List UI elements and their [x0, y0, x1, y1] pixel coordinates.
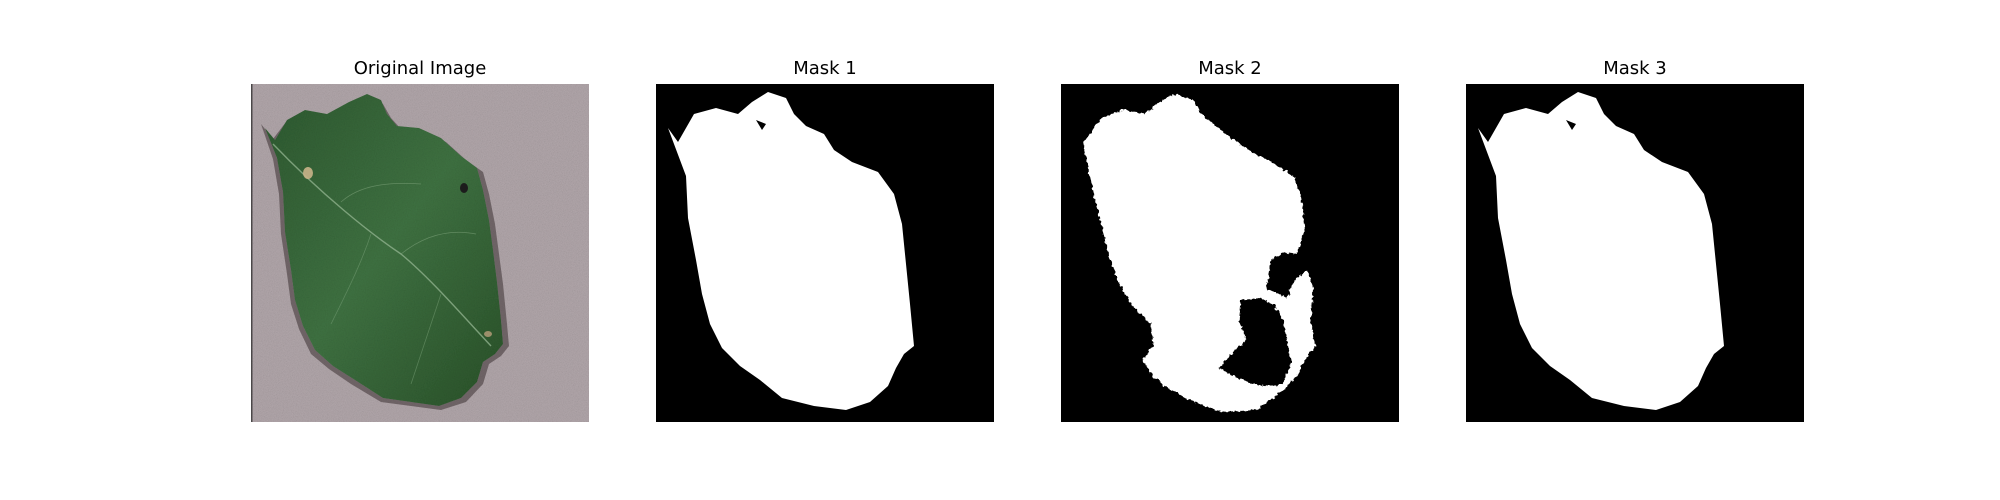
leaf-spot	[303, 167, 313, 179]
mask-hole	[1219, 298, 1291, 386]
leaf-vein	[410, 293, 442, 385]
panel-title: Mask 3	[1603, 58, 1667, 79]
leaf	[265, 94, 503, 406]
panel-title: Original Image	[353, 58, 487, 79]
leaf-vein	[340, 182, 422, 203]
mask-notch	[1680, 154, 1688, 166]
mask-2-image	[1061, 84, 1399, 422]
mask-1-image	[656, 84, 994, 422]
mask-foreground	[1478, 92, 1724, 410]
leaf-vein	[330, 233, 372, 325]
mask-notch	[1566, 120, 1576, 130]
panel-title: Mask 2	[1198, 58, 1262, 79]
leaf-hole	[460, 183, 468, 193]
original-leaf-image	[251, 84, 589, 422]
leaf-vein	[400, 231, 477, 255]
image-left-edge	[251, 84, 253, 422]
mask-notch	[756, 120, 766, 130]
panel-title: Mask 1	[793, 58, 857, 79]
leaf-spot	[484, 331, 492, 337]
mask-foreground	[668, 92, 914, 410]
mask-3-image	[1466, 84, 1804, 422]
leaf-midrib	[272, 143, 492, 347]
mask-notch	[870, 154, 878, 166]
